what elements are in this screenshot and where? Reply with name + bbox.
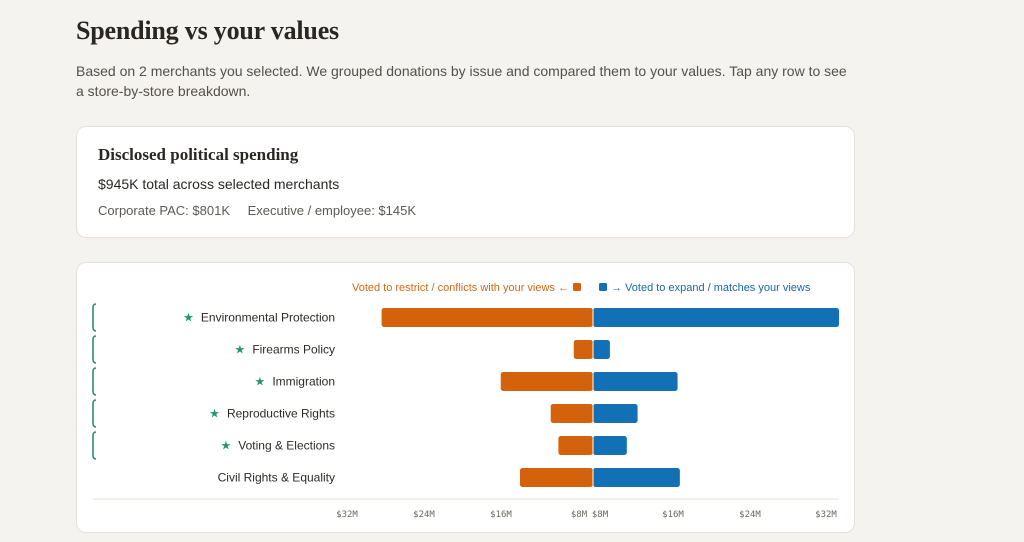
bar-match[interactable]	[593, 436, 627, 455]
row-highlight-bracket	[92, 431, 97, 460]
values-chart-card: Voted to restrict / conflicts with your …	[76, 262, 855, 533]
chart-row[interactable]	[93, 366, 839, 397]
bar-match[interactable]	[593, 340, 610, 359]
star-icon: ★	[209, 407, 220, 421]
bar-conflict[interactable]	[558, 436, 593, 455]
bar-match[interactable]	[593, 468, 680, 487]
diverging-bar-chart: Voted to restrict / conflicts with your …	[92, 282, 839, 520]
row-label: Immigration	[272, 375, 335, 389]
bar-match[interactable]	[593, 308, 839, 327]
chart-row[interactable]	[93, 398, 839, 429]
star-icon: ★	[255, 375, 266, 389]
page-intro: Based on 2 merchants you selected. We gr…	[76, 63, 847, 99]
page-title: Spending vs your values	[76, 16, 339, 45]
x-tick-label-right: $8M	[592, 510, 609, 520]
executive-amount: Executive / employee: $145K	[247, 203, 417, 218]
chart-row[interactable]	[93, 462, 839, 493]
political-spending-card: Disclosed political spending $945K total…	[76, 126, 855, 238]
bar-conflict[interactable]	[573, 340, 593, 359]
x-tick-label-right: $32M	[815, 510, 837, 520]
row-label: Reproductive Rights	[227, 407, 335, 421]
x-tick-label-right: $16M	[662, 510, 684, 520]
bar-conflict[interactable]	[519, 468, 593, 487]
row-label: Voting & Elections	[238, 439, 335, 453]
star-icon: ★	[235, 343, 246, 357]
summary-breakdown: Corporate PAC: $801K Executive / employe…	[98, 203, 416, 218]
legend-conflict-swatch	[573, 283, 581, 291]
row-label: Environmental Protection	[201, 311, 335, 325]
row-highlight-bracket	[92, 367, 97, 396]
chart-row[interactable]	[93, 334, 839, 365]
bar-conflict[interactable]	[550, 404, 593, 423]
row-label: Civil Rights & Equality	[218, 471, 335, 485]
legend-match-swatch	[599, 283, 607, 291]
row-highlight-bracket	[92, 399, 97, 428]
x-tick-label-left: $8M	[571, 510, 588, 520]
star-icon: ★	[183, 311, 194, 325]
x-tick-label-left: $32M	[336, 510, 358, 520]
x-tick-label-right: $24M	[739, 510, 761, 520]
star-icon: ★	[221, 439, 232, 453]
x-tick-label-left: $24M	[413, 510, 435, 520]
row-highlight-bracket	[92, 303, 97, 332]
x-tick-label-left: $16M	[490, 510, 512, 520]
legend-match-label: → Voted to expand / matches your views	[611, 282, 811, 294]
chart-row[interactable]	[93, 430, 839, 461]
summary-title: Disclosed political spending	[98, 145, 299, 164]
summary-total: $945K total across selected merchants	[98, 176, 340, 192]
bar-conflict[interactable]	[500, 372, 593, 391]
corporate-pac-amount: Corporate PAC: $801K	[98, 203, 230, 218]
bar-match[interactable]	[593, 404, 638, 423]
bar-conflict[interactable]	[381, 308, 593, 327]
legend-conflict-label: Voted to restrict / conflicts with your …	[352, 282, 569, 294]
row-highlight-bracket	[92, 335, 97, 364]
row-label: Firearms Policy	[252, 343, 335, 357]
bar-match[interactable]	[593, 372, 678, 391]
